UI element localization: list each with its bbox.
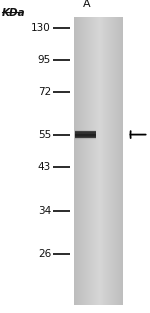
- Bar: [104, 17, 105, 305]
- Bar: [75, 130, 96, 131]
- Bar: [77, 17, 78, 305]
- Bar: [89, 17, 90, 305]
- Bar: [75, 137, 96, 138]
- Bar: [75, 135, 96, 136]
- Bar: [75, 138, 96, 139]
- Bar: [75, 136, 96, 137]
- Text: A: A: [82, 0, 90, 9]
- Bar: [75, 130, 96, 131]
- Text: 55: 55: [38, 130, 51, 140]
- Bar: [75, 139, 96, 140]
- Bar: [81, 17, 82, 305]
- Bar: [86, 17, 87, 305]
- Bar: [84, 17, 85, 305]
- Bar: [102, 17, 103, 305]
- Bar: [122, 17, 123, 305]
- Bar: [101, 17, 102, 305]
- Bar: [121, 17, 122, 305]
- Bar: [75, 137, 96, 138]
- Bar: [119, 17, 120, 305]
- Bar: [80, 17, 81, 305]
- Bar: [105, 17, 106, 305]
- Bar: [96, 17, 97, 305]
- Bar: [99, 17, 100, 305]
- Bar: [75, 17, 76, 305]
- Bar: [75, 138, 96, 139]
- Bar: [95, 17, 96, 305]
- Bar: [82, 17, 83, 305]
- Bar: [94, 17, 95, 305]
- Bar: [97, 17, 98, 305]
- Bar: [98, 17, 99, 305]
- Bar: [75, 131, 96, 132]
- Bar: [75, 131, 96, 132]
- Bar: [90, 17, 91, 305]
- Bar: [91, 17, 92, 305]
- Bar: [75, 132, 96, 133]
- Bar: [75, 135, 96, 136]
- Bar: [75, 136, 96, 137]
- Bar: [117, 17, 118, 305]
- Bar: [75, 131, 96, 138]
- Bar: [108, 17, 109, 305]
- Bar: [75, 132, 96, 133]
- Bar: [111, 17, 112, 305]
- Text: 72: 72: [38, 87, 51, 97]
- Bar: [118, 17, 119, 305]
- Text: 130: 130: [31, 23, 51, 33]
- Bar: [78, 17, 79, 305]
- Bar: [75, 134, 96, 135]
- Bar: [75, 134, 96, 135]
- Text: 34: 34: [38, 206, 51, 216]
- Bar: [88, 17, 89, 305]
- Bar: [113, 17, 114, 305]
- Bar: [75, 133, 96, 134]
- Bar: [92, 17, 93, 305]
- Bar: [79, 17, 80, 305]
- Text: 43: 43: [38, 162, 51, 172]
- Bar: [75, 139, 96, 140]
- Bar: [83, 17, 84, 305]
- Bar: [74, 17, 123, 305]
- Text: KDa: KDa: [2, 8, 25, 18]
- Bar: [107, 17, 108, 305]
- Bar: [87, 17, 88, 305]
- Bar: [116, 17, 117, 305]
- Bar: [106, 17, 107, 305]
- Bar: [112, 17, 113, 305]
- Bar: [120, 17, 121, 305]
- Text: 26: 26: [38, 249, 51, 259]
- Bar: [100, 17, 101, 305]
- Bar: [93, 17, 94, 305]
- Bar: [85, 17, 86, 305]
- Bar: [115, 17, 116, 305]
- Bar: [110, 17, 111, 305]
- Bar: [114, 17, 115, 305]
- Bar: [109, 17, 110, 305]
- Bar: [103, 17, 104, 305]
- Bar: [76, 17, 77, 305]
- Bar: [74, 17, 75, 305]
- Text: 95: 95: [38, 55, 51, 65]
